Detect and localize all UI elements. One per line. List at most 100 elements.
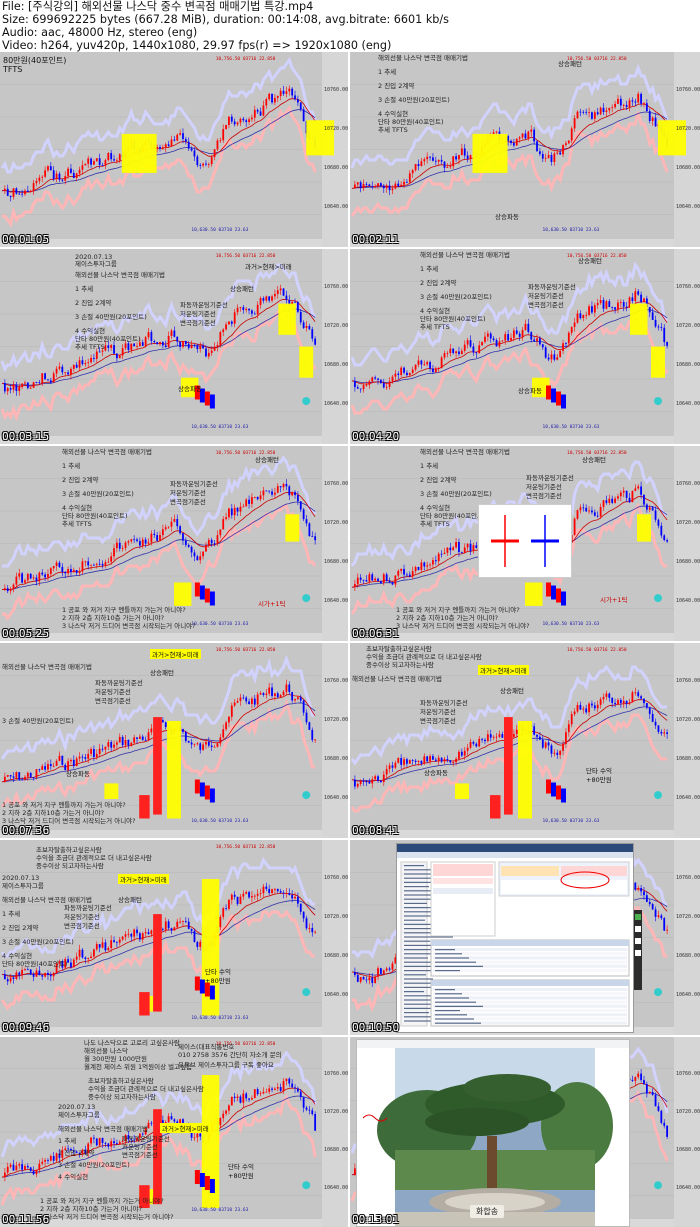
candle-body bbox=[233, 1096, 236, 1098]
candle-body bbox=[553, 354, 556, 360]
candle-body bbox=[645, 504, 648, 510]
thumbnail-7[interactable]: 10760.00 10720.00 10680.00 10640.00 10,630.5… bbox=[0, 643, 348, 838]
candle-body bbox=[391, 188, 394, 191]
candle-body bbox=[210, 157, 213, 165]
entry-block bbox=[551, 585, 556, 600]
candle-body bbox=[382, 383, 385, 388]
candle-body bbox=[288, 684, 291, 693]
candle-body bbox=[47, 166, 49, 171]
thumbnail-2[interactable]: 10760.00 10720.00 10680.00 10640.00 10,630.5… bbox=[350, 52, 700, 247]
candle-body bbox=[127, 933, 130, 935]
candle-body bbox=[429, 361, 431, 369]
candle-body bbox=[150, 728, 153, 733]
candle-body bbox=[90, 1137, 92, 1144]
candle-body bbox=[222, 329, 225, 333]
price-tick-label: 10720.00 bbox=[324, 717, 348, 723]
candle-body bbox=[391, 376, 394, 382]
candle-body bbox=[643, 698, 645, 704]
thumbnail-5[interactable]: 10760.00 10720.00 10680.00 10640.00 10,630.5… bbox=[0, 446, 348, 641]
candle-body bbox=[61, 179, 64, 181]
candle-body bbox=[75, 1151, 78, 1153]
candle-body bbox=[184, 540, 187, 545]
candle-body bbox=[271, 1088, 273, 1090]
candle-body bbox=[179, 526, 182, 534]
candle-body bbox=[81, 561, 84, 572]
thumbnail-8[interactable]: 10760.00 10720.00 10680.00 10640.00 10,630.5… bbox=[350, 643, 700, 838]
candle-body bbox=[216, 140, 219, 150]
moving-average-short bbox=[351, 301, 668, 385]
candle-body bbox=[596, 112, 599, 115]
candle-body bbox=[130, 539, 133, 542]
candle-body bbox=[207, 352, 210, 357]
candle-body bbox=[55, 760, 58, 766]
step-4-trend: 추세 TFTS bbox=[75, 343, 105, 351]
candle-body bbox=[472, 545, 475, 552]
entry-block bbox=[551, 388, 556, 403]
table-cell-text bbox=[404, 957, 428, 959]
top-price-readout: 10,756.50 03716 22.850 bbox=[216, 253, 276, 259]
baseline-3: 변곡점기준선 bbox=[95, 697, 131, 705]
candle-body bbox=[666, 929, 669, 931]
beginner-line-3: 중수이상 되고자하는사람 bbox=[36, 862, 104, 870]
baseline-2: 저운팅기준선 bbox=[122, 1143, 158, 1151]
callout-label: 과거>현재>미래 bbox=[245, 263, 292, 271]
candle-body bbox=[205, 741, 207, 745]
candle-body bbox=[98, 351, 101, 353]
thumbnail-grid: 10760.00 10720.00 10680.00 10640.00 10,630.5… bbox=[0, 52, 700, 1227]
candle-body bbox=[359, 577, 362, 580]
thumbnail-11[interactable]: 10760.00 10720.00 10680.00 10640.00 10,630.5… bbox=[0, 1037, 348, 1227]
candle-body bbox=[296, 302, 299, 312]
candle-body bbox=[101, 748, 104, 750]
candle-body bbox=[605, 693, 608, 697]
candle-body bbox=[645, 103, 648, 112]
candle-body bbox=[147, 1122, 150, 1129]
strategy-title: 해외선물 나스닥 변곡점 매매기법 bbox=[352, 675, 442, 683]
candle-body bbox=[110, 153, 113, 160]
candle-body bbox=[530, 129, 533, 132]
step-4-scalp: 단타 80만원(40포인트) bbox=[75, 335, 141, 343]
baseline-2: 저운팅기준선 bbox=[528, 292, 564, 300]
thumbnail-9[interactable]: 10760.00 10720.00 10680.00 10640.00 10,630.5… bbox=[0, 840, 348, 1035]
candle-body bbox=[382, 185, 385, 189]
candle-body bbox=[299, 1091, 302, 1098]
thumbnail-3[interactable]: 10760.00 10720.00 10680.00 10640.00 10,630.5… bbox=[0, 249, 348, 444]
candle-body bbox=[15, 188, 18, 194]
thumbnail-12[interactable]: 10760.0010720.0010680.0010640.0010,630.5… bbox=[350, 1037, 700, 1227]
candle-body bbox=[311, 536, 314, 537]
candle-body bbox=[420, 760, 423, 764]
candle-body bbox=[3, 188, 6, 191]
strategy-title: 해외선물 나스닥 변곡점 매매기법 bbox=[62, 448, 152, 456]
price-tick-label: 10760.00 bbox=[676, 678, 700, 684]
thumbnail-1[interactable]: 10760.00 10720.00 10680.00 10640.00 10,630.5… bbox=[0, 52, 348, 247]
price-tick-label: 10720.00 bbox=[676, 717, 700, 723]
thumbnail-4[interactable]: 10760.00 10720.00 10680.00 10640.00 10,630.5… bbox=[350, 249, 700, 444]
candle-body bbox=[394, 957, 397, 964]
thumbnail-6[interactable]: 10760.00 10720.00 10680.00 10640.00 10,630.5… bbox=[350, 446, 700, 641]
candle-body bbox=[463, 547, 466, 553]
candle-body bbox=[32, 777, 35, 778]
candle-body bbox=[61, 366, 64, 373]
candle-body bbox=[207, 164, 210, 165]
candle-body bbox=[239, 697, 242, 701]
candle-body bbox=[6, 1166, 9, 1173]
candle-body bbox=[262, 105, 265, 116]
candle-body bbox=[150, 533, 153, 543]
candle-body bbox=[294, 492, 296, 496]
thumbnail-10[interactable]: 10760.0010720.0010680.0010640.0010,630.5… bbox=[350, 840, 700, 1035]
candle-body bbox=[559, 350, 562, 358]
candle-body bbox=[225, 908, 227, 910]
candle-body bbox=[356, 182, 359, 185]
candle-body bbox=[458, 541, 460, 553]
candle-body bbox=[637, 1073, 640, 1078]
candle-body bbox=[156, 342, 159, 345]
table-cell-text bbox=[404, 932, 446, 934]
candle-body bbox=[308, 928, 311, 929]
candle-body bbox=[187, 141, 190, 149]
candle-body bbox=[271, 491, 273, 495]
candle-body bbox=[648, 1091, 651, 1094]
price-tick-label: 10680.00 bbox=[324, 1147, 348, 1153]
candle-body bbox=[374, 377, 377, 379]
candle-body bbox=[222, 908, 225, 917]
timestamp: 00:11:56 bbox=[2, 1214, 50, 1226]
table-row bbox=[433, 1004, 627, 1008]
